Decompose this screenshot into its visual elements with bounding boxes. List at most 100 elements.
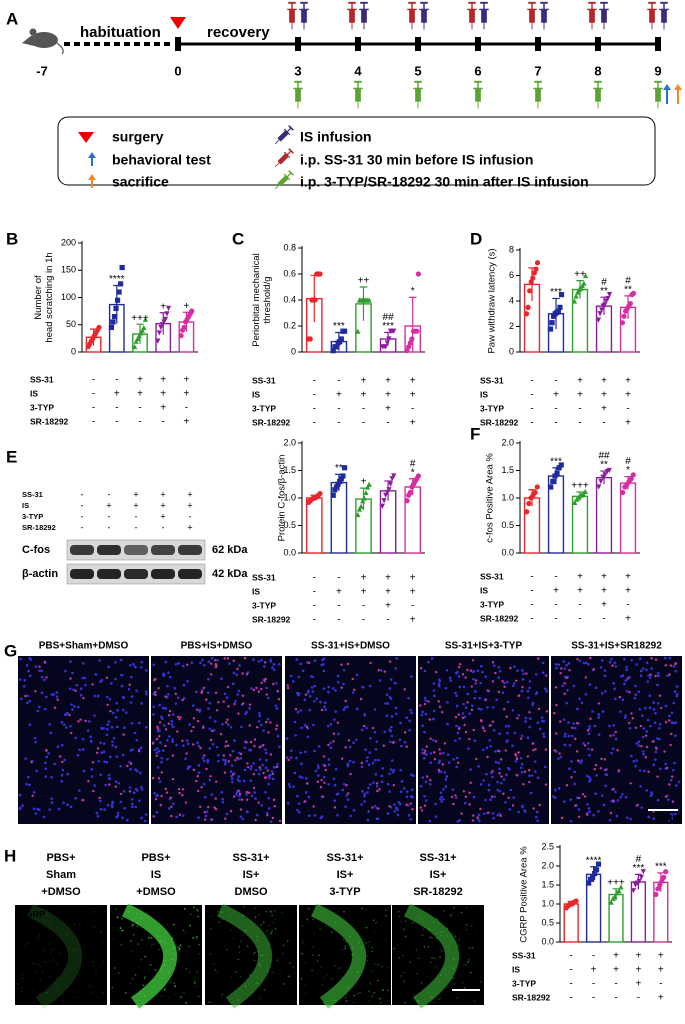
nucleus-dot — [160, 715, 163, 719]
cfos-dot — [242, 702, 245, 705]
cgrp-dot — [66, 933, 69, 936]
cfos-dot — [53, 706, 57, 709]
cfos-dot — [252, 786, 256, 790]
nucleus-dot — [529, 791, 533, 795]
cfos-dot — [612, 787, 615, 791]
nucleus-dot — [474, 690, 477, 693]
cfos-dot — [600, 757, 603, 761]
blot-band — [70, 569, 94, 579]
data-point — [621, 313, 627, 319]
cfos-dot — [612, 799, 615, 802]
cfos-dot — [652, 740, 655, 743]
cgrp-dot — [51, 948, 54, 951]
nucleus-dot — [502, 778, 506, 781]
cfos-dot — [584, 676, 587, 679]
nucleus-dot — [399, 790, 403, 793]
cgrp-dot — [287, 994, 290, 997]
data-point — [532, 489, 538, 496]
nucleus-dot — [35, 769, 38, 773]
nucleus-dot — [125, 711, 128, 714]
nucleus-dot — [278, 745, 281, 749]
cgrp-dot — [28, 924, 30, 926]
nucleus-dot — [66, 803, 69, 806]
nucleus-dot — [97, 759, 101, 763]
cgrp-dot — [182, 991, 185, 994]
data-point — [386, 336, 392, 342]
arrow-head — [674, 84, 682, 90]
nucleus-dot — [672, 701, 676, 705]
cfos-dot — [160, 794, 163, 798]
nucleus-dot — [603, 674, 607, 677]
condition-label: SR-18292 — [252, 614, 291, 624]
cfos-dot — [157, 686, 160, 690]
nucleus-dot — [27, 669, 30, 673]
cgrp-dot — [74, 947, 76, 949]
nucleus-dot — [105, 727, 109, 731]
condition-sign: - — [313, 615, 316, 626]
cgrp-dot — [424, 906, 427, 909]
cgrp-dot — [287, 975, 290, 978]
nucleus-dot — [188, 723, 191, 726]
nucleus-dot — [217, 753, 220, 757]
cfos-dot — [360, 761, 364, 765]
cfos-dot — [225, 740, 228, 743]
cfos-dot — [31, 794, 34, 798]
nucleus-dot — [642, 753, 645, 756]
condition-sign: + — [160, 375, 166, 386]
cgrp-dot — [253, 917, 256, 920]
nucleus-dot — [139, 665, 143, 669]
nucleus-dot — [45, 755, 48, 759]
nucleus-dot — [586, 741, 590, 745]
cgrp-dot — [349, 936, 352, 938]
nucleus-dot — [497, 666, 501, 669]
nucleus-dot — [50, 801, 54, 804]
nucleus-dot — [389, 697, 393, 701]
condition-sign: - — [313, 573, 316, 584]
nucleus-dot — [205, 810, 209, 813]
cgrp-dot — [309, 936, 312, 939]
cgrp-dot — [393, 947, 396, 950]
nucleus-dot — [554, 662, 558, 666]
cgrp-dot — [258, 997, 261, 1000]
cgrp-dot — [44, 1000, 46, 1002]
nucleus-dot — [492, 664, 496, 667]
cgrp-dot — [352, 1001, 355, 1004]
nucleus-dot — [668, 714, 671, 718]
nucleus-dot — [625, 665, 628, 669]
nucleus-dot — [239, 815, 243, 819]
data-point — [139, 327, 145, 333]
cgrp-dot — [86, 921, 89, 924]
condition-sign: - — [313, 601, 316, 612]
cgrp-dot — [159, 940, 162, 943]
cgrp-dot — [469, 971, 472, 974]
y-tick-label: 1.0 — [283, 492, 296, 502]
nucleus-dot — [366, 756, 369, 759]
data-point — [338, 336, 344, 342]
nucleus-dot — [255, 813, 259, 817]
cfos-dot — [494, 671, 497, 675]
cfos-dot — [245, 673, 249, 676]
nucleus-dot — [526, 736, 530, 740]
cgrp-dot — [136, 921, 139, 924]
cfos-dot — [243, 657, 247, 660]
data-point — [356, 506, 363, 512]
nucleus-dot — [164, 660, 168, 664]
data-point — [381, 498, 387, 504]
nucleus-dot — [390, 759, 394, 762]
nucleus-dot — [526, 689, 530, 693]
data-point — [527, 288, 533, 294]
nucleus-dot — [507, 766, 510, 770]
condition-sign: - — [92, 375, 95, 386]
nucleus-dot — [612, 682, 615, 685]
condition-sign: + — [635, 979, 641, 990]
nucleus-dot — [504, 724, 508, 728]
syringe-needle — [274, 184, 280, 190]
data-point — [534, 260, 541, 266]
nucleus-dot — [582, 742, 585, 745]
panel-letter: B — [6, 229, 18, 248]
nucleus-dot — [43, 678, 46, 682]
condition-sign: - — [554, 600, 557, 611]
nucleus-dot — [477, 707, 481, 711]
nucleus-dot — [409, 817, 413, 821]
cfos-dot — [669, 664, 673, 667]
